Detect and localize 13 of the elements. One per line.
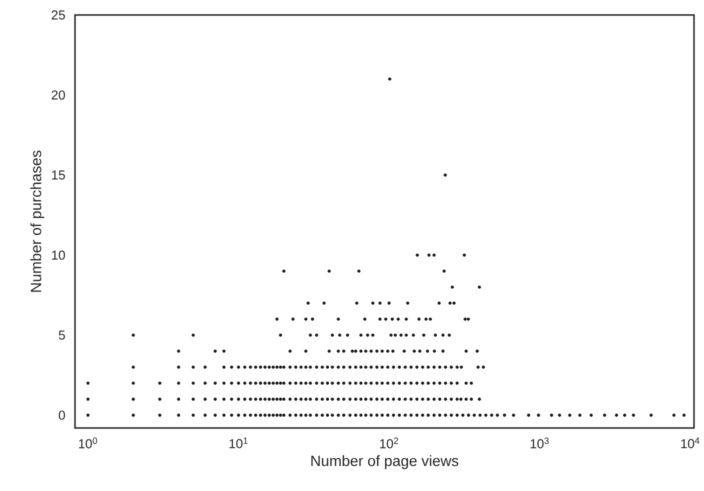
- x-axis-title: Number of page views: [311, 455, 458, 470]
- y-tick-label: 5: [58, 330, 65, 340]
- x-tick-label: 10$^{4}$: [681, 438, 700, 448]
- y-tick-label: 25: [52, 10, 65, 20]
- x-tick-label: 10$^{2}$: [380, 438, 398, 448]
- y-tick-label: 10: [52, 250, 65, 260]
- y-tick-label: 15: [52, 170, 65, 180]
- y-axis-title: Number of purchases: [30, 150, 44, 292]
- x-tick-label: 10$^{1}$: [230, 438, 248, 448]
- x-tick-label: 10$^{3}$: [530, 438, 549, 448]
- y-tick-label: 20: [52, 90, 65, 100]
- y-tick-label: 0: [58, 410, 65, 420]
- x-tick-label: 10$^{0}$: [78, 438, 98, 448]
